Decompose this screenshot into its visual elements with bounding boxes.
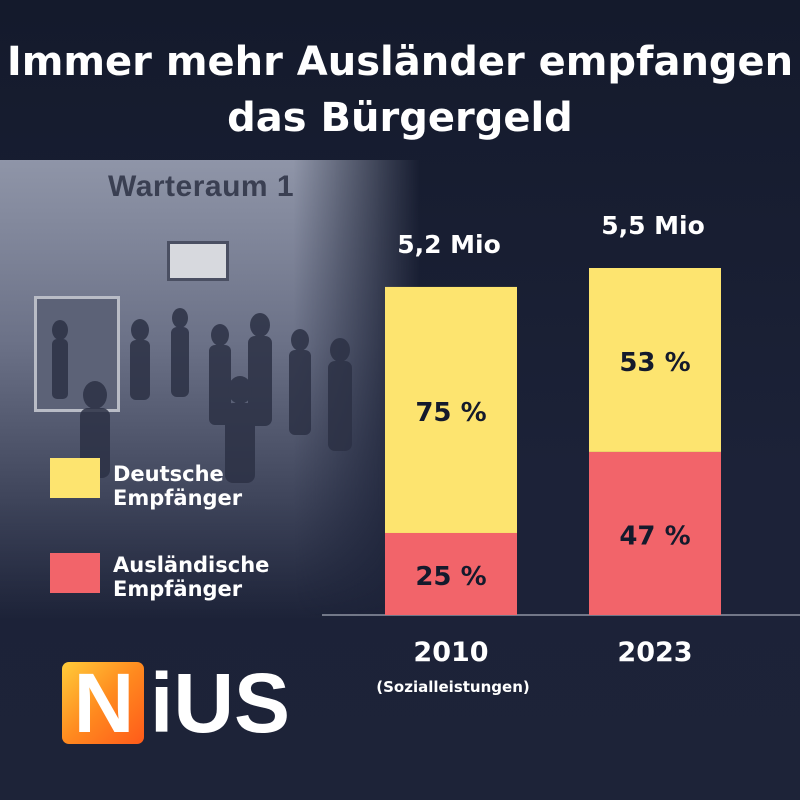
nius-logo-letter: N bbox=[73, 656, 135, 750]
data-label-2010-foreign: 25 % bbox=[415, 562, 486, 592]
headline-line-2: das Bürgergeld bbox=[227, 95, 573, 141]
data-label-2023-german: 53 % bbox=[619, 348, 690, 378]
nius-logo-badge bbox=[62, 662, 144, 744]
bar-2010-foreign bbox=[385, 532, 517, 615]
headline: Immer mehr Ausländer empfangen das Bürge… bbox=[0, 34, 800, 146]
photo-sign-text: Warteraum 1 bbox=[108, 170, 295, 203]
photo-crowd-silhouettes bbox=[52, 308, 352, 483]
bar-2023-foreign bbox=[589, 451, 721, 615]
legend-swatch-german bbox=[50, 458, 100, 498]
legend-swatch-foreign bbox=[50, 553, 100, 593]
headline-line-1: Immer mehr Ausländer empfangen bbox=[6, 39, 794, 85]
total-label-2023: 5,5 Mio bbox=[601, 211, 705, 240]
bar-2010-german bbox=[385, 286, 517, 533]
nius-logo-text: iUS bbox=[150, 656, 291, 750]
x-tick-note-2010: (Sozialleistungen) bbox=[376, 678, 529, 696]
data-label-2023-foreign: 47 % bbox=[619, 521, 690, 551]
total-label-2010: 5,2 Mio bbox=[397, 230, 501, 259]
x-tick-label-2023: 2023 bbox=[617, 637, 692, 668]
photo-tv-screen bbox=[167, 241, 229, 281]
bar-2023-german bbox=[589, 268, 721, 452]
legend-label-foreign: Ausländische Empfänger bbox=[113, 553, 270, 601]
data-label-2010-german: 75 % bbox=[415, 398, 486, 428]
x-tick-label-2010: 2010 bbox=[413, 637, 488, 668]
legend-label-german: Deutsche Empfänger bbox=[113, 462, 243, 510]
